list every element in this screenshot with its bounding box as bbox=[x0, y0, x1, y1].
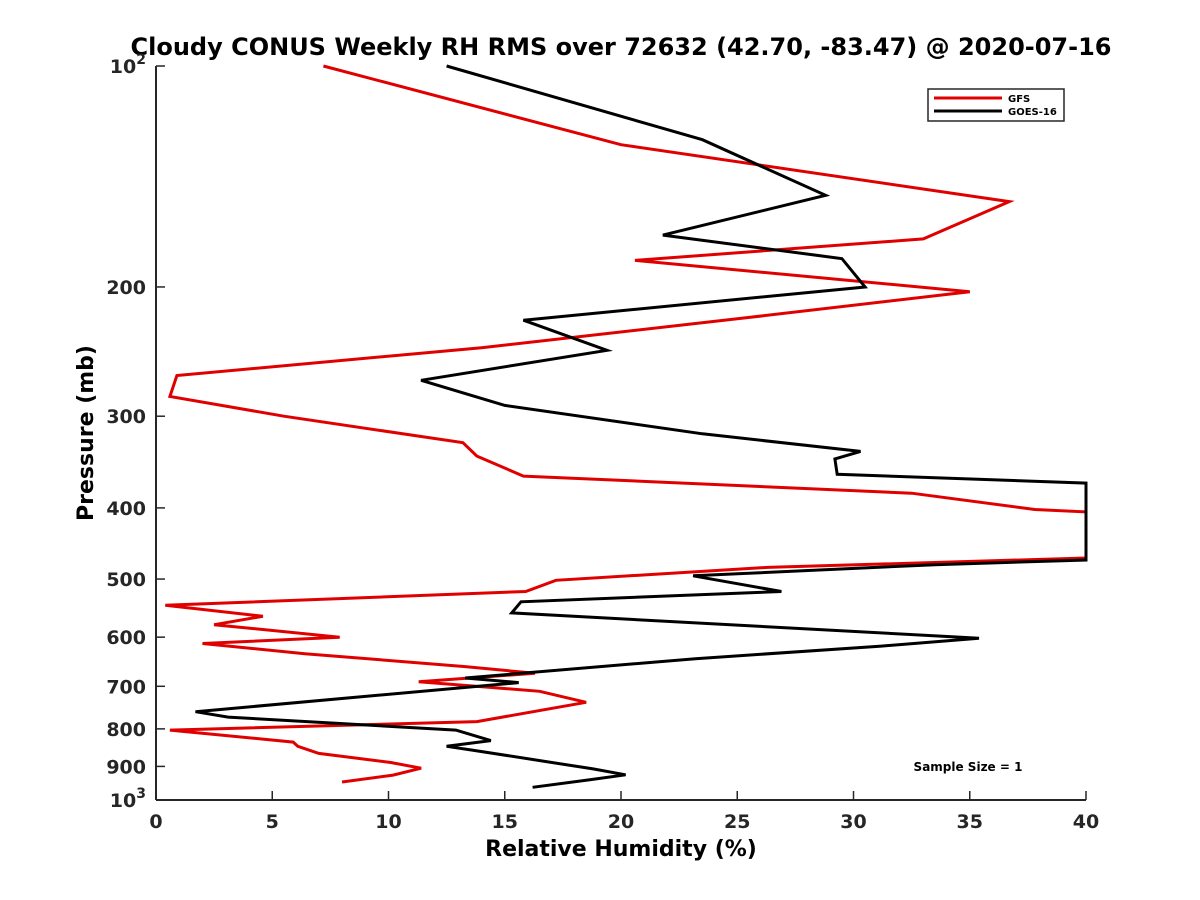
series-line-gfs bbox=[165, 64, 1088, 784]
y-tick-label: 500 bbox=[106, 569, 146, 591]
plot-area bbox=[155, 66, 1086, 801]
y-tick-label: 600 bbox=[106, 627, 146, 649]
x-tick-label: 25 bbox=[724, 811, 750, 833]
y-tick-label-power: 102 bbox=[110, 52, 146, 78]
series-line-goes-16 bbox=[195, 64, 1088, 789]
legend: GFS GOES-16 bbox=[927, 88, 1065, 122]
y-tick-exponent: 3 bbox=[136, 786, 146, 802]
y-tick-label: 800 bbox=[106, 719, 146, 741]
y-tick-base: 10 bbox=[110, 56, 136, 78]
x-tick-label: 15 bbox=[492, 811, 518, 833]
x-tick-label: 30 bbox=[840, 811, 866, 833]
y-axis-label: Pressure (mb) bbox=[74, 345, 99, 521]
sample-size-annotation: Sample Size = 1 bbox=[914, 760, 1023, 774]
chart-title: Cloudy CONUS Weekly RH RMS over 72632 (4… bbox=[131, 33, 1112, 61]
y-tick-label: 900 bbox=[106, 756, 146, 778]
x-axis-label: Relative Humidity (%) bbox=[485, 837, 757, 862]
y-tick-exponent: 2 bbox=[136, 52, 146, 68]
x-axis-ticks: 0 5 10 15 20 25 30 35 40 bbox=[149, 791, 1099, 833]
legend-box bbox=[927, 88, 1065, 122]
plot-frame bbox=[156, 66, 1086, 800]
x-tick-label: 5 bbox=[266, 811, 279, 833]
x-tick-label: 0 bbox=[149, 811, 162, 833]
y-tick-label: 400 bbox=[106, 498, 146, 520]
series-layer bbox=[165, 64, 1088, 789]
legend-label-gfs: GFS bbox=[1008, 94, 1030, 105]
x-tick-label: 40 bbox=[1073, 811, 1099, 833]
y-tick-label: 300 bbox=[106, 406, 146, 428]
legend-label-goes-16: GOES-16 bbox=[1008, 107, 1057, 118]
y-tick-label: 700 bbox=[106, 676, 146, 698]
x-tick-label: 20 bbox=[608, 811, 634, 833]
x-tick-label: 35 bbox=[957, 811, 983, 833]
y-tick-base: 10 bbox=[110, 790, 136, 812]
y-tick-label-power: 103 bbox=[110, 786, 146, 812]
y-tick-label: 200 bbox=[106, 277, 146, 299]
x-tick-label: 10 bbox=[375, 811, 401, 833]
